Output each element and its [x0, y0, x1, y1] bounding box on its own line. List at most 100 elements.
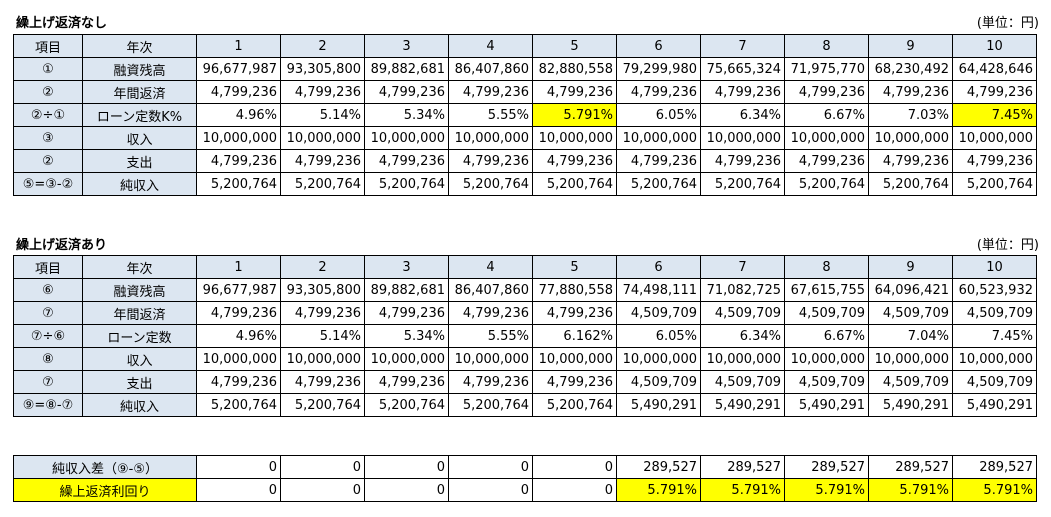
- row-value: 5,200,764: [280, 393, 365, 417]
- row-value: 10,000,000: [868, 347, 953, 371]
- row-value: 93,305,800: [280, 278, 365, 302]
- header-year: 1: [196, 34, 281, 58]
- row-value: 5.14%: [280, 324, 365, 348]
- header-year: 4: [448, 255, 533, 279]
- row-value: 82,880,558: [532, 57, 617, 81]
- row-value: 5.55%: [448, 324, 533, 348]
- summary-value: 0: [532, 455, 617, 479]
- summary-value: 289,527: [952, 455, 1037, 479]
- row-value: 4,509,709: [952, 370, 1037, 394]
- row-value: 10,000,000: [952, 126, 1037, 150]
- row-label: ローン定数: [82, 324, 197, 348]
- row-value: 10,000,000: [280, 126, 365, 150]
- row-value: 4,509,709: [784, 370, 869, 394]
- header-year: 5: [532, 34, 617, 58]
- row-value: 4,799,236: [532, 80, 617, 104]
- row-value: 67,615,755: [784, 278, 869, 302]
- row-value: 10,000,000: [196, 347, 281, 371]
- row-label: 純収入: [82, 172, 197, 196]
- row-value: 75,665,324: [700, 57, 785, 81]
- row-id: ①: [13, 57, 83, 81]
- row-value: 6.162%: [532, 324, 617, 348]
- summary-value: 5.791%: [868, 478, 953, 502]
- row-label: 収入: [82, 347, 197, 371]
- row-value: 86,407,860: [448, 278, 533, 302]
- row-value: 4,799,236: [364, 301, 449, 325]
- row-value: 5.55%: [448, 103, 533, 127]
- row-value: 10,000,000: [784, 347, 869, 371]
- row-value: 5,200,764: [532, 172, 617, 196]
- row-value: 10,000,000: [952, 347, 1037, 371]
- row-value: 4.96%: [196, 103, 281, 127]
- row-value: 4,799,236: [196, 80, 281, 104]
- summary-label: 純収入差（⑨-⑤）: [13, 455, 197, 479]
- row-id: ②: [13, 149, 83, 173]
- header-year: 7: [700, 255, 785, 279]
- header-year: 2: [280, 255, 365, 279]
- row-id: ⑤=③-②: [13, 172, 83, 196]
- row-value: 5,490,291: [868, 393, 953, 417]
- row-value: 4,799,236: [532, 301, 617, 325]
- row-id: ⑦: [13, 301, 83, 325]
- row-value: 10,000,000: [784, 126, 869, 150]
- row-value: 10,000,000: [364, 126, 449, 150]
- row-label: 融資残高: [82, 278, 197, 302]
- summary-value: 5.791%: [784, 478, 869, 502]
- row-value: 96,677,987: [196, 278, 281, 302]
- row-value: 5,490,291: [784, 393, 869, 417]
- row-value: 10,000,000: [616, 347, 701, 371]
- row-value: 5,200,764: [784, 172, 869, 196]
- summary-value: 5.791%: [700, 478, 785, 502]
- row-value: 4,799,236: [196, 370, 281, 394]
- header-year: 6: [616, 255, 701, 279]
- row-id: ⑦: [13, 370, 83, 394]
- row-value: 4,509,709: [616, 370, 701, 394]
- summary-value: 289,527: [700, 455, 785, 479]
- row-value: 10,000,000: [364, 347, 449, 371]
- row-value: 7.04%: [868, 324, 953, 348]
- row-value: 10,000,000: [448, 347, 533, 371]
- row-value: 4,799,236: [616, 149, 701, 173]
- row-value: 4,799,236: [700, 149, 785, 173]
- summary-value: 289,527: [868, 455, 953, 479]
- row-value: 4.96%: [196, 324, 281, 348]
- row-value: 5,200,764: [616, 172, 701, 196]
- row-value: 6.34%: [700, 103, 785, 127]
- summary-value: 0: [532, 478, 617, 502]
- row-value: 4,799,236: [784, 149, 869, 173]
- table-with-prepayment: 項目 年次 1 2 3 4 5 6 7 8 9 10 ⑥ 融資残高 96,677,987 93,305,800…: [13, 255, 1037, 417]
- row-value: 10,000,000: [700, 126, 785, 150]
- row-value: 64,428,646: [952, 57, 1037, 81]
- table-row: ② 支出 4,799,236 4,799,236 4,799,236 4,799,236 4…: [13, 149, 1037, 173]
- header-item: 項目: [13, 34, 83, 58]
- row-id: ⑧: [13, 347, 83, 371]
- table-row: 繰上返済利回り 0 0 0 0 0 5.791% 5.791% 5.791% 5.791% 5.79…: [13, 478, 1037, 502]
- row-value: 4,799,236: [448, 149, 533, 173]
- row-value: 5,200,764: [952, 172, 1037, 196]
- row-value: 4,799,236: [280, 301, 365, 325]
- row-value: 4,799,236: [616, 80, 701, 104]
- row-value: 68,230,492: [868, 57, 953, 81]
- header-year: 3: [364, 34, 449, 58]
- summary-value: 5.791%: [952, 478, 1037, 502]
- row-value: 86,407,860: [448, 57, 533, 81]
- header-row: 項目 年次 1 2 3 4 5 6 7 8 9 10: [13, 34, 1037, 58]
- summary-value: 0: [196, 478, 281, 502]
- row-value: 79,299,980: [616, 57, 701, 81]
- row-label: 収入: [82, 126, 197, 150]
- row-label: 年間返済: [82, 301, 197, 325]
- header-year-label: 年次: [82, 255, 197, 279]
- row-value: 4,509,709: [868, 301, 953, 325]
- summary-value: 289,527: [616, 455, 701, 479]
- row-value: 4,799,236: [364, 80, 449, 104]
- header-year: 10: [952, 255, 1037, 279]
- header-year: 2: [280, 34, 365, 58]
- header-year: 3: [364, 255, 449, 279]
- row-value: 4,799,236: [784, 80, 869, 104]
- table-summary: 純収入差（⑨-⑤） 0 0 0 0 0 289,527 289,527 289,527 289,5…: [13, 455, 1037, 502]
- row-label: 支出: [82, 370, 197, 394]
- row-value: 5,200,764: [364, 172, 449, 196]
- table-row: ⑤=③-② 純収入 5,200,764 5,200,764 5,200,764 5,200…: [13, 172, 1037, 196]
- row-value: 4,799,236: [280, 80, 365, 104]
- row-value: 10,000,000: [280, 347, 365, 371]
